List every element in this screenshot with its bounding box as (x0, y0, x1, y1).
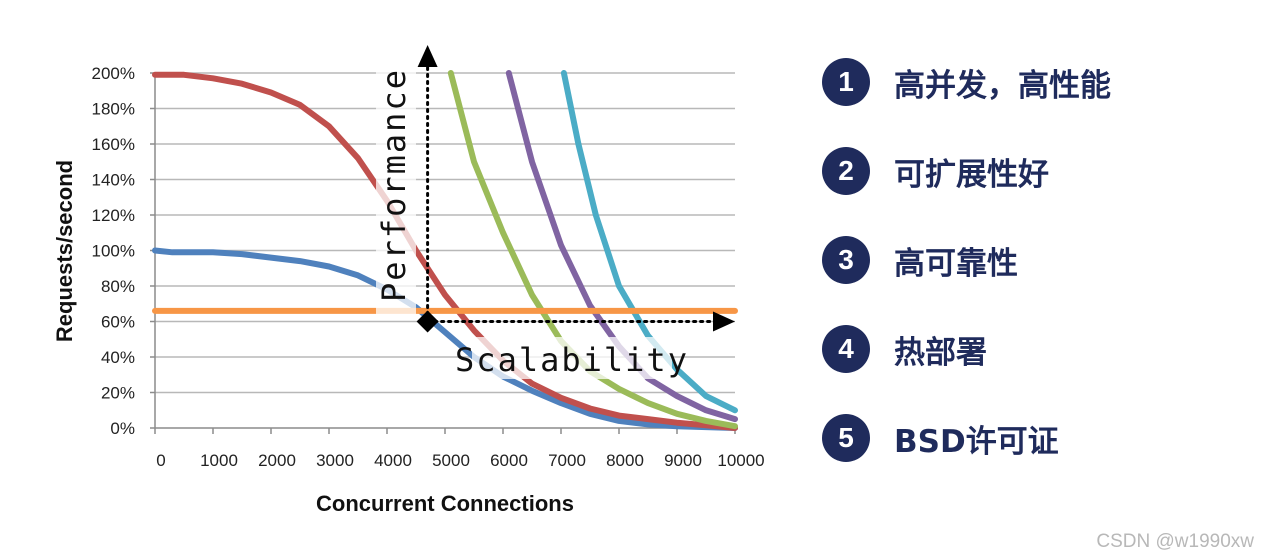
scalability-label: Scalability (455, 341, 689, 379)
series-line-1 (152, 247, 738, 431)
performance-arrowhead (417, 45, 438, 67)
y-tick-label: 40% (101, 348, 135, 367)
watermark: CSDN @w1990xw (1096, 531, 1254, 552)
y-tick-label: 160% (92, 135, 135, 154)
feature-label: 高并发，高性能 (894, 67, 1111, 104)
y-tick-label: 120% (92, 206, 135, 225)
x-tick-label: 1000 (200, 451, 238, 470)
performance-label: Performance (375, 68, 413, 302)
scalability-arrowhead (713, 311, 735, 332)
feature-label: 可扩展性好 (894, 156, 1049, 193)
gridlines (150, 72, 736, 434)
y-tick-label: 140% (92, 171, 135, 190)
feature-label: BSD许可证 (894, 423, 1059, 460)
x-tick-label: 8000 (606, 451, 644, 470)
feature-item: 3 高可靠性 (822, 230, 1111, 290)
series-line-2 (152, 71, 738, 431)
feature-item: 1 高并发，高性能 (822, 52, 1111, 112)
x-tick-label: 9000 (664, 451, 702, 470)
x-axis-title: Concurrent Connections (316, 491, 574, 516)
performance-scalability-overlay: Performance Scalability (375, 45, 735, 379)
x-tick-label: 7000 (548, 451, 586, 470)
y-tick-label: 80% (101, 277, 135, 296)
feature-number-badge: 5 (822, 414, 870, 462)
x-axis-ticks: 0 1000 2000 3000 4000 5000 6000 7000 8000 9000 100… (156, 451, 764, 470)
x-tick-label: 6000 (490, 451, 528, 470)
x-tick-label: 0 (156, 451, 165, 470)
x-tick-label: 3000 (316, 451, 354, 470)
x-tick-label: 4000 (374, 451, 412, 470)
y-tick-label: 200% (92, 64, 135, 83)
feature-item: 5 BSD许可证 (822, 408, 1111, 468)
feature-item: 4 热部署 (822, 319, 1111, 379)
feature-number-badge: 2 (822, 147, 870, 195)
feature-number-badge: 4 (822, 325, 870, 373)
y-axis-ticks: 0% 20% 40% 60% 80% 100% 120% 140% 160% 180% 200% (92, 64, 135, 438)
feature-number-badge: 3 (822, 236, 870, 284)
y-tick-label: 60% (101, 313, 135, 332)
origin-diamond (416, 310, 439, 333)
line-chart: 0% 20% 40% 60% 80% 100% 120% 140% 160% 180% 200% 0… (52, 45, 765, 516)
label-backdrop (472, 337, 672, 379)
label-backdrop (376, 50, 416, 318)
y-axis-title: Requests/second (52, 160, 77, 342)
x-tick-label: 5000 (432, 451, 470, 470)
x-tick-label: 2000 (258, 451, 296, 470)
feature-label: 高可靠性 (894, 245, 1018, 282)
y-tick-label: 100% (92, 242, 135, 261)
feature-number-badge: 1 (822, 58, 870, 106)
feature-label: 热部署 (894, 334, 987, 371)
x-tick-label: 10000 (717, 451, 764, 470)
feature-list: 1 高并发，高性能 2 可扩展性好 3 高可靠性 4 热部署 5 BSD许可证 (822, 52, 1111, 497)
feature-item: 2 可扩展性好 (822, 141, 1111, 201)
y-tick-label: 20% (101, 384, 135, 403)
y-tick-label: 180% (92, 100, 135, 119)
y-tick-label: 0% (110, 419, 135, 438)
